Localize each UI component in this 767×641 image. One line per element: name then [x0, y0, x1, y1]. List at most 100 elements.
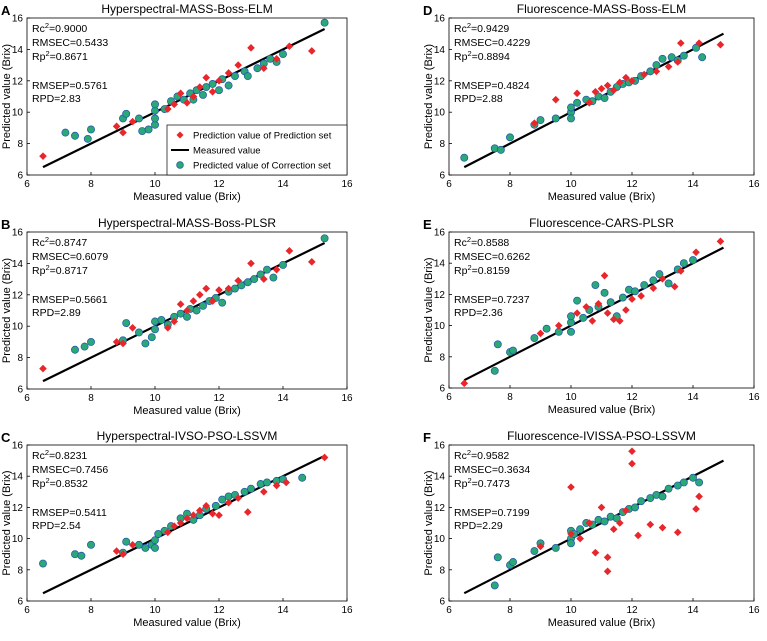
panel-letter: B	[1, 217, 10, 232]
y-axis-label: Predicted value (Brix)	[1, 258, 13, 363]
correction-point	[493, 553, 502, 562]
rmsep-stat: RMSEP=0.7237	[454, 294, 530, 306]
x-tick-label: 8	[507, 392, 513, 403]
prediction-point	[622, 306, 630, 314]
correction-point	[573, 296, 582, 305]
correction-point	[649, 276, 658, 285]
prediction-point	[196, 506, 204, 515]
prediction-point	[664, 62, 673, 71]
prediction-point	[164, 528, 172, 537]
rp2-stat: Rp2=0.8159	[454, 263, 510, 277]
prediction-point	[272, 481, 281, 490]
legend-prediction-marker	[176, 131, 184, 139]
prediction-point	[530, 119, 539, 127]
prediction-point	[616, 317, 624, 325]
prediction-point	[573, 89, 581, 98]
correction-point	[679, 259, 688, 268]
panel-letter: D	[423, 3, 432, 18]
correction-point	[39, 559, 47, 568]
x-tick-label: 14	[687, 605, 699, 616]
correction-point	[567, 103, 575, 112]
correction-point	[218, 298, 227, 307]
correction-point	[87, 337, 95, 346]
y-tick-label: 6	[439, 384, 445, 395]
y-tick-label: 16	[434, 228, 446, 239]
correction-point	[509, 558, 517, 566]
correction-point	[600, 94, 609, 103]
prediction-point	[603, 309, 612, 317]
prediction-point	[622, 73, 630, 82]
x-tick-label: 14	[277, 179, 289, 190]
y-tick-label: 12	[12, 503, 24, 514]
y-tick-label: 8	[17, 353, 23, 364]
panel-letter: C	[1, 430, 11, 445]
y-tick-label: 16	[12, 228, 24, 239]
panel-letter: A	[1, 3, 11, 18]
x-tick-label: 14	[277, 605, 289, 616]
correction-point	[579, 313, 588, 322]
prediction-point	[320, 453, 329, 462]
prediction-point	[189, 92, 198, 101]
prediction-point	[208, 297, 217, 305]
correction-point	[141, 544, 150, 552]
prediction-point	[716, 237, 725, 246]
correction-point	[215, 86, 223, 95]
prediction-point	[673, 528, 682, 537]
correction-point	[231, 72, 239, 81]
x-tick-label: 12	[213, 605, 225, 616]
prediction-point	[189, 511, 198, 519]
prediction-point	[628, 295, 636, 303]
prediction-point	[658, 523, 667, 532]
correction-point	[243, 278, 252, 287]
y-tick-label: 12	[12, 290, 24, 301]
prediction-point	[176, 519, 185, 527]
x-tick-label: 8	[507, 605, 513, 616]
correction-point	[530, 547, 539, 556]
y-tick-label: 14	[434, 45, 446, 56]
y-tick-label: 10	[434, 534, 446, 545]
panel-letter: E	[423, 217, 432, 232]
correction-point	[460, 153, 469, 162]
prediction-point	[308, 258, 316, 266]
x-tick-label: 16	[341, 605, 353, 616]
prediction-point	[170, 317, 178, 326]
y-tick-label: 8	[17, 139, 23, 150]
correction-point	[576, 525, 585, 534]
x-tick-label: 12	[626, 605, 638, 616]
x-axis-label: Measured value (Brix)	[548, 404, 656, 416]
rp2-stat: Rp2=0.8717	[32, 263, 88, 277]
rc2-stat: Rc2=0.9582	[454, 448, 509, 462]
x-tick-label: 12	[213, 393, 225, 404]
prediction-point	[128, 117, 137, 126]
correction-point	[237, 281, 246, 290]
correction-point	[667, 53, 676, 62]
prediction-point	[260, 275, 268, 283]
correction-point	[640, 281, 649, 289]
correction-point	[176, 309, 185, 318]
rpd-stat: RPD=2.29	[454, 520, 503, 532]
y-tick-label: 14	[434, 259, 446, 270]
prediction-point	[202, 284, 210, 293]
x-tick-label: 16	[748, 179, 760, 190]
correction-point	[600, 288, 609, 297]
correction-point	[87, 540, 95, 549]
x-tick-label: 8	[88, 393, 94, 404]
panel-letter: F	[423, 430, 431, 445]
correction-point	[679, 478, 688, 487]
panel-f: 6 8 10 12 14 16 6 8 10 12 14 16 Fluorescence-IVISSA-…	[423, 429, 760, 629]
y-tick-label: 16	[434, 14, 446, 25]
x-tick-label: 8	[507, 179, 513, 190]
prediction-point	[247, 259, 255, 268]
y-tick-label: 12	[434, 76, 446, 87]
prediction-point	[247, 44, 255, 52]
correction-point	[279, 261, 287, 269]
prediction-point	[677, 39, 685, 47]
correction-point	[490, 581, 499, 590]
panel-b: 6 8 10 12 14 16 6 8 10 12 14 16 Hyperspectral-MASS-B…	[1, 216, 353, 417]
x-tick-label: 10	[149, 393, 161, 404]
y-axis-label: Predicted value (Brix)	[1, 470, 13, 575]
correction-point	[567, 114, 575, 123]
rpd-stat: RPD=2.83	[32, 93, 81, 105]
y-axis-label: Predicted value (Brix)	[423, 257, 435, 362]
prediction-point	[591, 87, 600, 96]
